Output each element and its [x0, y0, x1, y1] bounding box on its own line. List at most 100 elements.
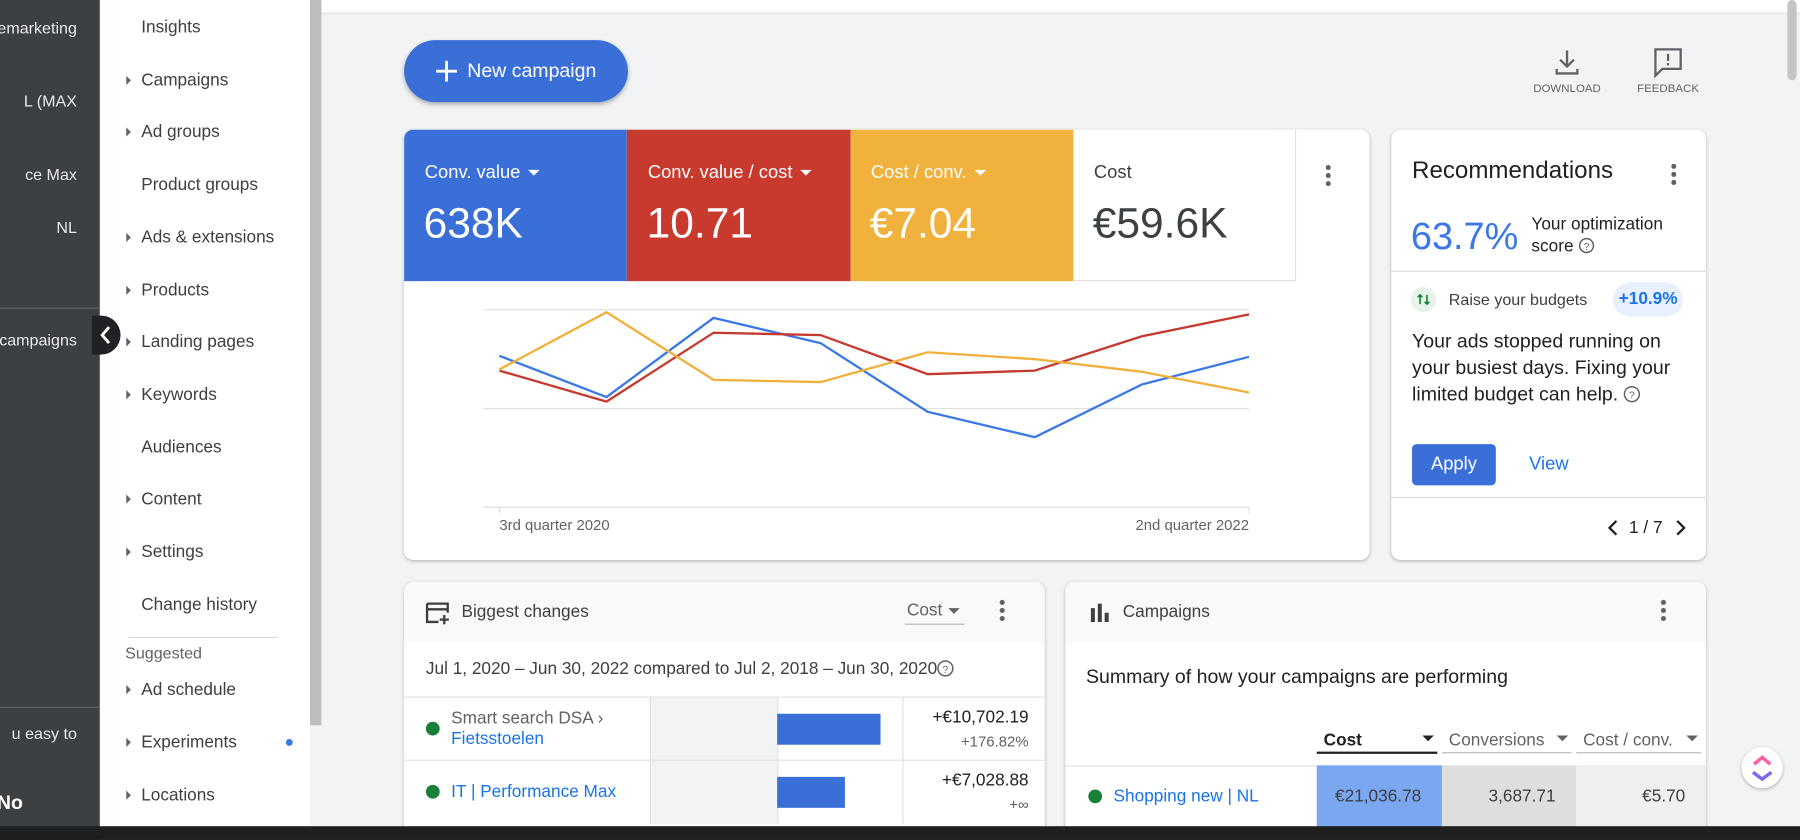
metric-cell: €5.70 — [1576, 765, 1706, 835]
metric-value: €5.70 — [1642, 786, 1686, 807]
change-value: +€10,702.19 — [932, 707, 1029, 727]
submenu-caret — [126, 127, 131, 138]
taskbar — [0, 826, 1800, 840]
campaigns-card: Campaigns Summary of how your campaigns … — [1065, 581, 1706, 840]
svg-text:?: ? — [943, 665, 949, 676]
divider — [1391, 270, 1706, 272]
nav-item[interactable]: Ads & extensions — [141, 227, 275, 248]
sidebar-item[interactable]: No — [0, 791, 23, 814]
series-line — [498, 316, 1250, 439]
scorecard[interactable]: Conv. value 638K — [404, 129, 628, 282]
sidebar-item[interactable]: u easy to — [11, 724, 77, 743]
column-header[interactable]: Conversions — [1448, 730, 1545, 750]
scorecard-label: Conv. value / cost — [647, 162, 793, 183]
feedback-button[interactable]: FEEDBACK — [1628, 46, 1708, 99]
card-subtitle: Summary of how your campaigns are perfor… — [1086, 665, 1508, 688]
icon — [425, 784, 440, 799]
scorecard-label: Cost — [1093, 162, 1132, 183]
sidebar-item[interactable]: ce Max — [25, 165, 77, 184]
submenu-caret — [126, 547, 131, 557]
nav-panel: Insights Campaigns Ad groups Product groups… — [99, 0, 310, 840]
submenu-caret — [126, 390, 131, 400]
card-header — [1065, 581, 1706, 643]
nav-item[interactable]: Product groups — [141, 175, 258, 195]
prev-page[interactable] — [1605, 519, 1621, 537]
nav-item[interactable]: Keywords — [141, 384, 217, 405]
change-row: IT | Performance Max +€7,028.88 +∞ — [404, 759, 1045, 824]
icon — [1576, 735, 1702, 754]
dropdown-arrow — [800, 169, 812, 176]
gray-cell — [649, 697, 779, 761]
sort-arrow — [1422, 735, 1434, 742]
icon — [1088, 789, 1103, 804]
icon — [1316, 735, 1438, 754]
value-cell-border — [902, 697, 904, 761]
recommendation-item: Raise your budgets — [1448, 290, 1588, 309]
card-title: Recommendations — [1412, 157, 1614, 184]
submenu-caret — [126, 337, 131, 347]
scrollbar — [309, 0, 322, 726]
nav-item[interactable]: Campaigns — [141, 70, 229, 90]
scorecard[interactable]: Cost / conv. €7.04 — [850, 129, 1074, 282]
change-value: +€7,028.88 — [941, 770, 1029, 791]
new-dot — [285, 738, 293, 746]
nav-item[interactable]: Content — [141, 489, 202, 510]
sort-arrow — [1686, 735, 1698, 742]
column-header[interactable]: Cost / conv. — [1583, 730, 1673, 750]
optimization-score: 63.7% — [1410, 214, 1519, 258]
nav-item[interactable]: Change history — [141, 594, 258, 615]
change-percent: +∞ — [1009, 795, 1029, 814]
button-label: New campaign — [467, 59, 597, 82]
assistant-icon[interactable] — [1741, 747, 1783, 789]
sidebar-divider — [0, 307, 100, 309]
nav-item[interactable]: Products — [141, 279, 210, 300]
sidebar-item[interactable]: L (MAX — [23, 91, 77, 111]
row-name[interactable]: Fietsstoelen — [451, 729, 545, 749]
scorecard-label: Cost / conv. — [870, 162, 967, 183]
nav-item[interactable]: Locations — [141, 785, 215, 805]
scorecard[interactable]: Conv. value / cost 10.71 — [627, 129, 851, 282]
scorecard-label: Conv. value — [424, 162, 521, 183]
nav-item[interactable]: Audiences — [141, 437, 222, 457]
icon — [800, 169, 812, 176]
sort-arrow — [1556, 735, 1569, 742]
icon — [126, 127, 131, 138]
icon — [126, 390, 131, 400]
sidebar-item[interactable]: emarketing — [0, 18, 77, 37]
collapse-button[interactable] — [91, 315, 121, 355]
status-dot — [425, 784, 440, 799]
value-cell-border — [902, 760, 904, 824]
metric-value: €21,036.78 — [1335, 786, 1422, 807]
nav-item[interactable]: Settings — [141, 542, 204, 562]
nav-item[interactable]: Insights — [141, 17, 201, 38]
metric-select[interactable]: Cost — [906, 600, 943, 621]
row-name[interactable]: IT | Performance Max — [451, 782, 617, 802]
sidebar-item[interactable]: campaigns — [0, 330, 77, 349]
icon — [126, 790, 131, 800]
new-campaign-button[interactable]: New campaign — [404, 40, 628, 103]
nav-item[interactable]: Landing pages — [141, 332, 255, 352]
performance-card: 3rd quarter 2020 2nd quarter 2022 Conv. v… — [404, 129, 1370, 560]
nav-item[interactable]: Experiments — [141, 732, 237, 753]
apply-button[interactable]: Apply — [1412, 444, 1496, 486]
icon — [528, 169, 540, 176]
download-button[interactable]: DOWNLOAD — [1527, 46, 1607, 99]
kebab-area — [1296, 129, 1370, 282]
metric-cell: 3,687.71 — [1441, 765, 1577, 835]
icon — [285, 738, 293, 746]
download-label: DOWNLOAD — [1533, 82, 1601, 96]
svg-text:?: ? — [1583, 242, 1589, 253]
nav-item[interactable]: Ad groups — [141, 122, 220, 143]
top-bar — [321, 0, 1800, 14]
icon — [126, 232, 131, 242]
submenu-caret — [126, 737, 131, 748]
nav-item[interactable]: Ad schedule — [141, 679, 236, 700]
column-header[interactable]: Cost — [1323, 730, 1362, 750]
view-button[interactable]: View — [1529, 454, 1569, 474]
scorecard[interactable]: Cost €59.6K — [1073, 129, 1297, 282]
next-page[interactable] — [1673, 519, 1689, 537]
dropdown-arrow — [528, 169, 540, 176]
campaign-name[interactable]: Shopping new | NL — [1113, 786, 1259, 807]
sidebar-item[interactable]: NL — [56, 218, 77, 237]
